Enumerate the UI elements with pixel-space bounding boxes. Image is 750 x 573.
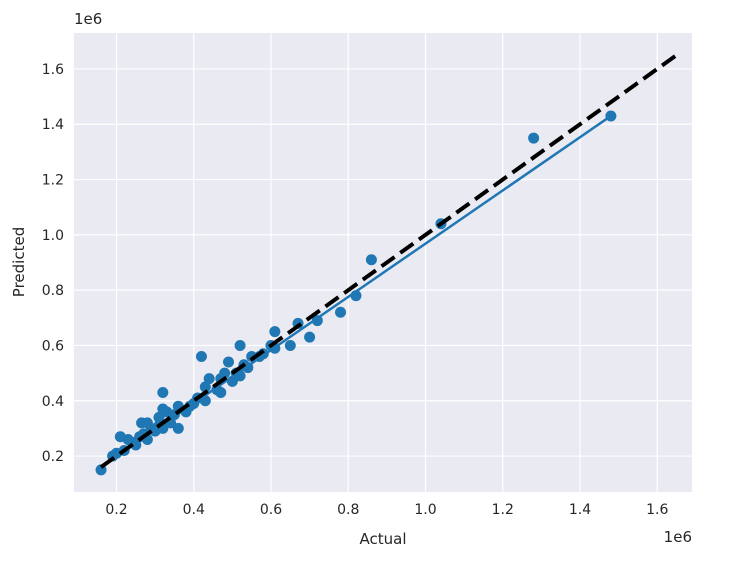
y-tick-label: 0.2 — [42, 449, 64, 465]
data-point — [304, 331, 316, 343]
y-tick-label: 1.2 — [42, 173, 64, 189]
x-tick-labels: 0.2 0.4 0.6 0.8 1.0 1.2 1.4 1.6 — [105, 502, 668, 518]
data-point — [335, 306, 347, 318]
data-point — [365, 254, 377, 266]
data-point — [219, 367, 231, 379]
identity-line-layer — [99, 50, 682, 469]
data-point — [234, 339, 246, 351]
x-axis-label: Actual — [360, 530, 407, 548]
data-point — [269, 326, 281, 338]
x-tick-label: 0.8 — [337, 502, 359, 518]
y-tick-label: 1.6 — [42, 62, 64, 78]
data-point — [157, 386, 169, 398]
data-point — [215, 386, 227, 398]
data-point — [203, 373, 215, 385]
y-tick-label: 1.4 — [42, 117, 64, 133]
y-tick-label: 0.4 — [42, 394, 64, 410]
y-axis-label: Predicted — [10, 227, 28, 297]
data-point — [226, 375, 238, 387]
data-point — [311, 315, 323, 327]
data-point — [350, 290, 362, 302]
data-point — [199, 381, 211, 393]
y-tick-label: 0.6 — [42, 338, 64, 354]
y-offset-label: 1e6 — [74, 10, 102, 28]
y-tick-labels: 0.2 0.4 0.6 0.8 1.0 1.2 1.4 1.6 — [42, 62, 64, 465]
y-tick-label: 0.8 — [42, 283, 64, 299]
identity-line — [99, 50, 682, 469]
data-point — [199, 395, 211, 407]
data-point — [605, 110, 617, 122]
data-point — [172, 422, 184, 434]
data-point — [130, 439, 142, 451]
y-tick-label: 1.0 — [42, 228, 64, 244]
x-tick-label: 1.0 — [414, 502, 436, 518]
x-tick-label: 1.2 — [492, 502, 514, 518]
data-point — [195, 351, 207, 363]
x-offset-label: 1e6 — [664, 528, 692, 546]
x-tick-label: 0.2 — [105, 502, 127, 518]
data-point — [528, 132, 540, 144]
grid-lines — [74, 33, 692, 492]
x-tick-label: 0.4 — [183, 502, 205, 518]
data-point — [223, 356, 234, 368]
x-tick-label: 1.4 — [569, 502, 591, 518]
data-point — [153, 411, 165, 423]
x-tick-label: 1.6 — [646, 502, 668, 518]
data-point — [234, 370, 246, 382]
x-tick-label: 0.6 — [260, 502, 282, 518]
data-point — [284, 339, 296, 351]
